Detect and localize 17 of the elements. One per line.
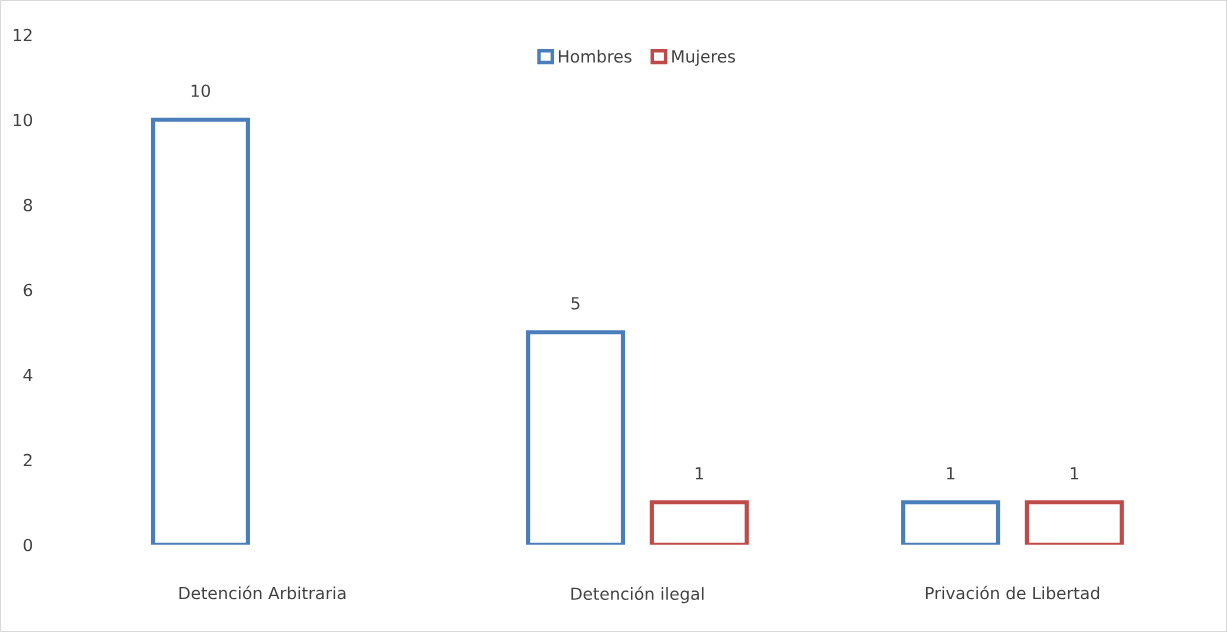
x-tick-label: Detención ilegal: [571, 586, 704, 604]
y-tick-label: 12: [13, 28, 32, 42]
data-label: 1: [695, 467, 704, 480]
y-tick-label: 4: [23, 368, 33, 382]
data-label: 10: [191, 84, 210, 98]
data-label: 1: [947, 467, 955, 480]
y-tick-label: 0: [23, 538, 33, 552]
x-tick-label: Privación de Libertad: [926, 585, 1100, 600]
y-tick-label: 10: [13, 113, 33, 127]
y-tick-label: 6: [23, 283, 33, 297]
legend-label: Hombres: [558, 49, 632, 63]
y-tick-label: 8: [23, 198, 33, 212]
y-tick-label: 2: [23, 453, 32, 467]
data-label: 1: [1070, 467, 1079, 480]
legend-label: Mujeres: [672, 49, 736, 66]
x-tick-label: Detención Arbitraria: [179, 585, 346, 600]
data-label: 5: [571, 297, 580, 310]
